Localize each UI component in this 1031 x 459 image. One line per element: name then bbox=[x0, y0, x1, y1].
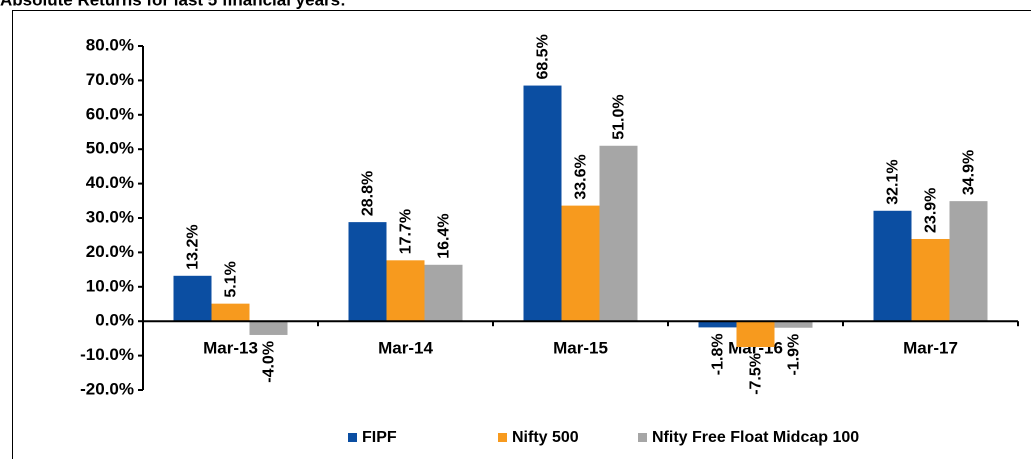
value-label: 13.2% bbox=[185, 224, 202, 269]
legend-label: Nfity Free Float Midcap 100 bbox=[652, 429, 859, 446]
legend-swatch bbox=[498, 433, 507, 442]
y-tick-label: 60.0% bbox=[86, 104, 134, 123]
bar bbox=[561, 205, 600, 322]
bar bbox=[173, 275, 212, 322]
legend-label: FIPF bbox=[362, 429, 397, 446]
value-label: 17.7% bbox=[398, 209, 415, 254]
value-label: -1.8% bbox=[710, 333, 727, 375]
value-label: 32.1% bbox=[885, 159, 902, 204]
y-tick-label: 50.0% bbox=[86, 139, 134, 158]
bar bbox=[424, 264, 463, 322]
bar bbox=[599, 145, 638, 322]
y-tick-label: 30.0% bbox=[86, 207, 134, 226]
y-tick-label: 10.0% bbox=[86, 276, 134, 295]
y-tick-label: 80.0% bbox=[86, 35, 134, 54]
value-label: 5.1% bbox=[223, 261, 240, 297]
y-tick-label: 20.0% bbox=[86, 242, 134, 261]
bar bbox=[211, 303, 250, 322]
value-label: 16.4% bbox=[436, 213, 453, 258]
y-tick-label: -20.0% bbox=[80, 379, 134, 398]
bar bbox=[949, 201, 988, 322]
frame bbox=[12, 10, 1031, 459]
x-tick-label: Mar-13 bbox=[203, 339, 258, 358]
bar bbox=[736, 321, 775, 347]
value-label: -4.0% bbox=[261, 341, 278, 383]
legend-label: Nifty 500 bbox=[512, 429, 579, 446]
bar bbox=[774, 321, 813, 328]
y-tick-label: -10.0% bbox=[80, 345, 134, 364]
bar bbox=[386, 260, 425, 322]
legend-swatch bbox=[638, 433, 647, 442]
y-tick-label: 40.0% bbox=[86, 173, 134, 192]
y-tick-label: 70.0% bbox=[86, 70, 134, 89]
bar bbox=[698, 321, 737, 328]
value-label: 33.6% bbox=[573, 154, 590, 199]
x-tick-label: Mar-15 bbox=[553, 339, 608, 358]
bar bbox=[911, 238, 950, 322]
value-label: -1.9% bbox=[786, 334, 803, 376]
x-tick-label: Mar-14 bbox=[378, 339, 433, 358]
value-label: 34.9% bbox=[961, 150, 978, 195]
x-tick-label: Mar-17 bbox=[903, 339, 958, 358]
value-label: -7.5% bbox=[748, 353, 765, 395]
value-label: 68.5% bbox=[535, 34, 552, 79]
y-tick-label: 0.0% bbox=[95, 311, 134, 330]
bar bbox=[249, 321, 288, 335]
value-label: 23.9% bbox=[923, 188, 940, 233]
value-label: 51.0% bbox=[611, 94, 628, 139]
bar bbox=[348, 222, 387, 322]
value-label: 28.8% bbox=[360, 171, 377, 216]
legend-swatch bbox=[348, 433, 357, 442]
bar bbox=[523, 85, 562, 322]
chart-title: Absolute Returns for last 5 financial ye… bbox=[0, 0, 346, 9]
bar bbox=[873, 210, 912, 322]
